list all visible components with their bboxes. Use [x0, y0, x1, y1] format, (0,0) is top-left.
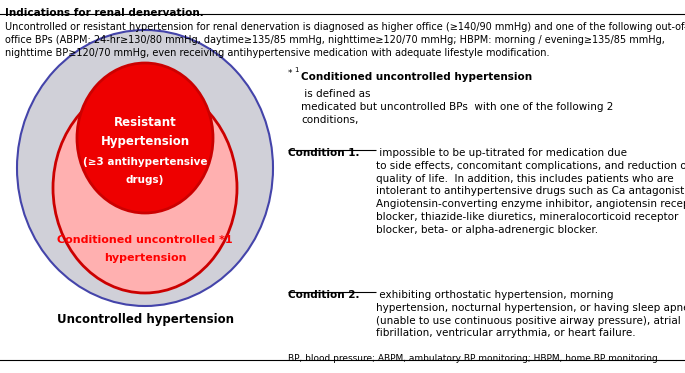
Text: hypertension: hypertension [103, 253, 186, 263]
Text: Uncontrolled hypertension: Uncontrolled hypertension [56, 313, 234, 326]
Text: is defined as
medicated but uncontrolled BPs  with one of the following 2
condit: is defined as medicated but uncontrolled… [301, 89, 613, 125]
Ellipse shape [77, 63, 213, 213]
Text: Conditioned uncontrolled hypertension: Conditioned uncontrolled hypertension [301, 72, 532, 82]
Text: *: * [288, 69, 292, 78]
Text: Resistant: Resistant [114, 116, 176, 129]
Text: Indications for renal denervation.: Indications for renal denervation. [5, 8, 203, 18]
Text: drugs): drugs) [126, 175, 164, 185]
Text: Conditioned uncontrolled *1: Conditioned uncontrolled *1 [57, 235, 233, 245]
Text: exhibiting orthostatic hypertension, morning
hypertension, nocturnal hypertensio: exhibiting orthostatic hypertension, mor… [375, 290, 685, 338]
Text: 1: 1 [294, 67, 299, 73]
Text: BP, blood pressure; ABPM, ambulatory BP monitoring; HBPM, home BP monitoring: BP, blood pressure; ABPM, ambulatory BP … [288, 354, 658, 363]
Text: impossible to be up-titrated for medication due
to side effects, concomitant com: impossible to be up-titrated for medicat… [375, 148, 685, 235]
Text: (≥3 antihypertensive: (≥3 antihypertensive [83, 157, 208, 167]
Ellipse shape [17, 30, 273, 306]
Ellipse shape [53, 83, 237, 293]
Text: Uncontrolled or resistant hypertension for renal denervation is diagnosed as hig: Uncontrolled or resistant hypertension f… [5, 22, 685, 59]
Text: Hypertension: Hypertension [101, 135, 190, 148]
Text: Condition 2.: Condition 2. [288, 290, 360, 300]
Text: Condition 1.: Condition 1. [288, 148, 360, 158]
